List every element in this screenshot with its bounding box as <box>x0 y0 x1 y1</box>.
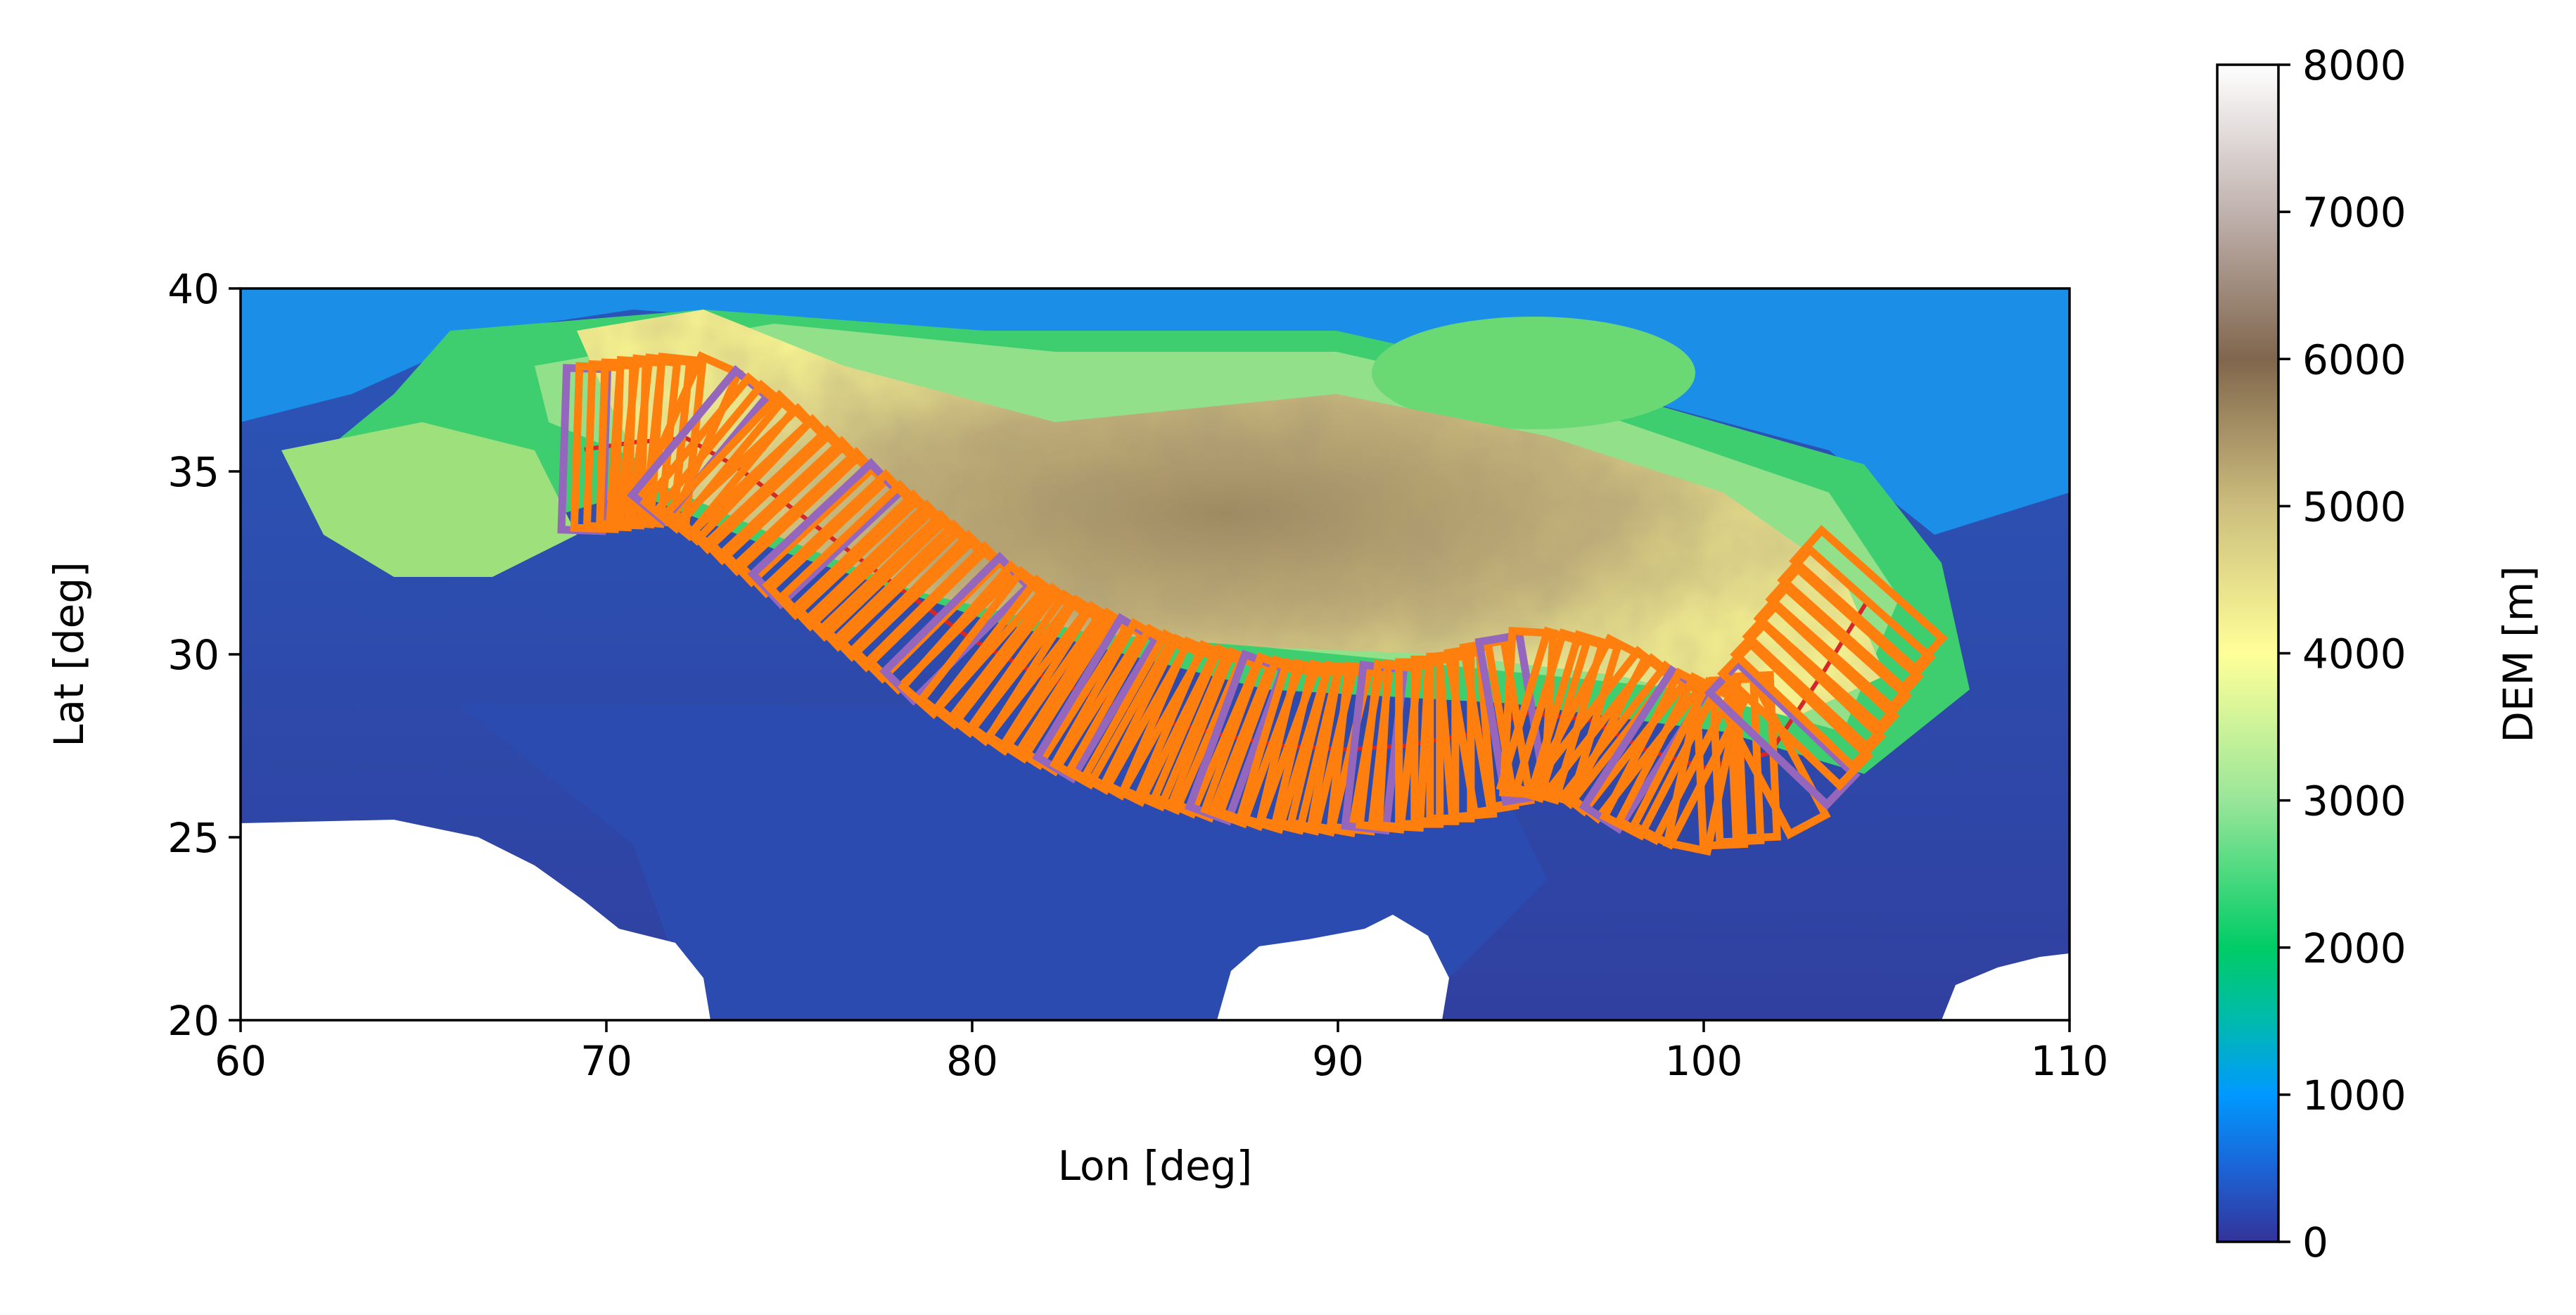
colorbar-label: DEM [m] <box>2494 566 2542 743</box>
colorbar-ticks: 0 1000 2000 3000 4000 5000 6000 7000 8000 <box>2278 42 2406 1266</box>
colorbar-tick-label: 7000 <box>2302 189 2406 236</box>
x-tick-label: 100 <box>1665 1037 1743 1085</box>
x-tick-label: 70 <box>580 1037 632 1085</box>
colorbar-tick-label: 2000 <box>2302 925 2406 972</box>
x-axis: 60 70 80 90 100 110 <box>215 1020 2108 1085</box>
x-tick-label: 80 <box>946 1037 998 1085</box>
colorbar-tick-label: 8000 <box>2302 42 2406 89</box>
colorbar <box>2216 63 2280 1243</box>
colorbar-tick-label: 6000 <box>2302 336 2406 383</box>
frame-footprints <box>557 351 1948 856</box>
y-axis: 20 25 30 35 40 <box>167 265 241 1045</box>
x-tick-label: 90 <box>1312 1037 1364 1085</box>
y-tick-label: 35 <box>167 448 219 496</box>
colorbar-tick-label: 5000 <box>2302 483 2406 531</box>
x-tick-label: 60 <box>215 1037 267 1085</box>
dem-hindukush <box>281 422 577 577</box>
colorbar-tick-label: 0 <box>2302 1219 2328 1266</box>
dem-nodata-arabian-sea <box>241 820 710 1020</box>
dem-nodata-bay-of-bengal <box>1217 915 1449 1020</box>
x-tick-label: 110 <box>2031 1037 2109 1085</box>
y-tick-label: 20 <box>167 997 219 1045</box>
frame-footprint <box>1789 525 1948 674</box>
frame-footprint <box>1474 630 1551 806</box>
y-tick-label: 30 <box>167 631 219 679</box>
y-tick-label: 40 <box>167 265 219 313</box>
x-axis-label: Lon [deg] <box>1058 1142 1253 1190</box>
colorbar-tick-label: 4000 <box>2302 630 2406 678</box>
y-axis-label: Lat [deg] <box>45 561 93 747</box>
y-tick-label: 25 <box>167 814 219 862</box>
dem-tarim-basin <box>1372 317 1695 429</box>
dem-nodata-south-china-sea <box>1941 953 2070 1020</box>
colorbar-tick-label: 3000 <box>2302 777 2406 825</box>
frame-footprint <box>1527 630 1623 807</box>
colorbar-tick-label: 1000 <box>2302 1072 2406 1119</box>
dem-plateau-texture <box>577 310 1885 718</box>
